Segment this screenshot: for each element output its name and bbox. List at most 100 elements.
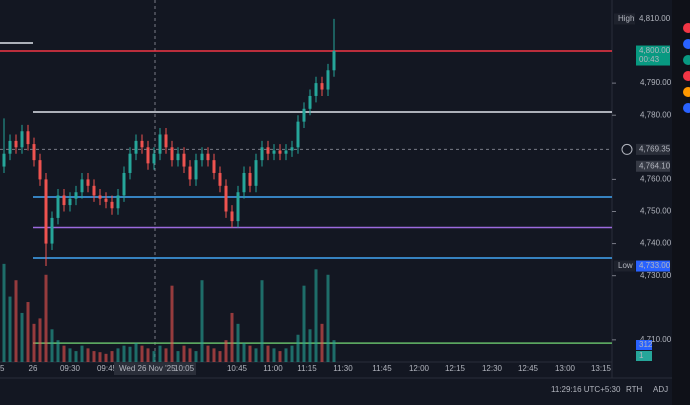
price-label-box: [636, 143, 670, 155]
x-tick-label: 10:45: [227, 364, 248, 373]
crosshair-time-box: [114, 362, 196, 375]
volume-bar: [152, 351, 156, 362]
candle-body: [266, 147, 270, 154]
candle-body: [38, 160, 42, 180]
candle-body: [290, 147, 294, 151]
volume-bar: [260, 280, 264, 362]
candle-body: [236, 192, 240, 222]
candle-body: [182, 153, 186, 167]
y-tick-label: 4,750.00: [640, 207, 672, 216]
candle-body: [68, 198, 72, 206]
candle-body: [194, 160, 198, 180]
volume-bar: [254, 348, 258, 362]
candle-body: [104, 198, 108, 202]
volume-bar: [122, 345, 126, 362]
price-tag: High: [618, 14, 634, 23]
side-icon: [683, 87, 690, 97]
candle-body: [326, 70, 330, 90]
candle-body: [224, 185, 228, 212]
candle-body: [164, 134, 168, 148]
price-tag-box: [614, 260, 635, 272]
candle-body: [98, 195, 102, 199]
volume-bar: [20, 312, 24, 362]
volume-bar: [248, 345, 252, 362]
volume-bar: [74, 351, 78, 362]
volume-bar: [230, 312, 234, 362]
volume-bar: [194, 351, 198, 362]
candle-body: [134, 140, 138, 154]
volume-bar: [32, 323, 36, 362]
candle-body: [26, 131, 30, 145]
volume-bar: [158, 345, 162, 362]
volume-bar: [128, 346, 132, 362]
candle-body: [170, 147, 174, 161]
candle-body: [92, 185, 96, 196]
x-tick-label: 09:45: [97, 364, 118, 373]
x-tick-label: 26: [29, 364, 38, 373]
volume-bar: [320, 323, 324, 362]
volume-bar: [110, 351, 114, 362]
candle-body: [32, 144, 36, 161]
price-label-box: [636, 160, 670, 172]
candle-body: [206, 153, 210, 161]
candle-body: [50, 217, 54, 244]
volume-bar: [116, 348, 120, 362]
side-icon: [683, 71, 690, 81]
volume-bar: [302, 285, 306, 362]
volume-bar: [332, 340, 336, 362]
volume-label-box: [636, 340, 652, 350]
candle-body: [122, 172, 126, 196]
volume-bar: [278, 351, 282, 362]
volume-bar: [44, 274, 48, 362]
volume-label: 1: [639, 351, 644, 360]
side-icon: [683, 23, 690, 33]
price-label: 4,733.00: [639, 261, 671, 270]
candle-body: [86, 179, 90, 186]
candle-body: [128, 153, 132, 173]
status-clock: 11:29:16 UTC+5:30: [551, 385, 621, 394]
y-tick-label: 4,780.00: [640, 110, 672, 119]
price-label-box: [636, 45, 670, 66]
candle-body: [308, 95, 312, 109]
candle-body: [260, 147, 264, 161]
volume-bar: [272, 348, 276, 362]
x-tick-label: 11:30: [333, 364, 353, 373]
crosshair-date: Wed 26 Nov '25: [119, 364, 176, 373]
candle-body: [110, 201, 114, 209]
candle-body: [320, 83, 324, 90]
price-tag-box: [614, 13, 635, 25]
candle-body: [248, 172, 252, 186]
status-session: RTH: [626, 385, 643, 394]
candle-body: [218, 172, 222, 186]
y-tick-label: 4,730.00: [640, 271, 672, 280]
volume-bar: [68, 348, 72, 362]
y-tick-label: 4,710.00: [640, 335, 672, 344]
crosshair-time: 10:05: [174, 364, 195, 373]
volume-bar: [182, 345, 186, 362]
candle-body: [20, 131, 24, 148]
candle-body: [272, 150, 276, 154]
candle-body: [212, 160, 216, 173]
volume-bar: [98, 352, 102, 362]
volume-bar: [176, 351, 180, 362]
side-panel: [672, 0, 690, 405]
candle-body: [152, 153, 156, 164]
candle-body: [14, 140, 18, 148]
candle-body: [314, 83, 318, 96]
x-tick-label: 11:45: [372, 364, 392, 373]
candle-body: [230, 211, 234, 222]
volume-bar: [56, 340, 60, 362]
volume-bar: [290, 345, 294, 362]
price-label-sub: 00:43: [639, 55, 660, 64]
volume-bar: [200, 280, 204, 362]
x-tick-label: 12:30: [482, 364, 503, 373]
candle-body: [2, 153, 6, 167]
volume-bar: [140, 345, 144, 362]
candle-body: [176, 153, 180, 161]
x-tick-label: 11:15: [297, 364, 317, 373]
volume-bar: [170, 285, 174, 362]
candle-body: [188, 166, 192, 180]
y-tick-label: 4,790.00: [640, 78, 672, 87]
x-tick-label: 12:15: [445, 364, 466, 373]
candle-body: [332, 51, 336, 71]
